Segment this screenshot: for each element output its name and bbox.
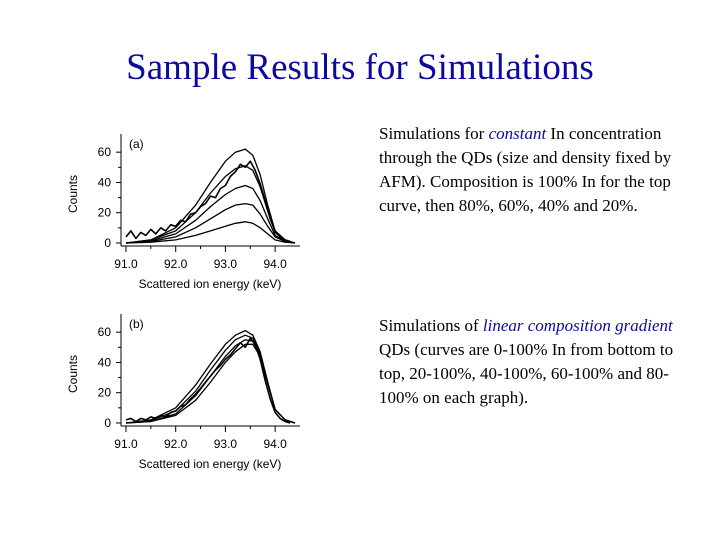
measured-data-line bbox=[125, 160, 291, 243]
description-constant-lead: Simulations for bbox=[379, 124, 489, 143]
description-gradient-lead: Simulations of bbox=[379, 316, 483, 335]
chart-svg: 0 20 40 60 91.0 92.0 93.0 94.0 Scattered ion ene… bbox=[66, 314, 300, 471]
x-tick-label: 91.0 bbox=[114, 437, 138, 451]
x-tick-label: 92.0 bbox=[164, 257, 188, 271]
description-constant-emphasis: constant bbox=[488, 124, 547, 143]
description-gradient-body: QDs (curves are 0-100% In from bottom to… bbox=[379, 340, 674, 407]
slide-title: Sample Results for Simulations bbox=[126, 47, 594, 88]
simulation-curve bbox=[125, 334, 296, 424]
description-gradient-emphasis: linear composition gradient bbox=[482, 316, 673, 335]
y-tick-label: 60 bbox=[98, 325, 112, 339]
y-axis-label: Counts bbox=[66, 355, 80, 393]
x-axis-label: Scattered ion energy (keV) bbox=[139, 457, 282, 471]
x-tick-label: 93.0 bbox=[214, 257, 238, 271]
chart-panel-b: 0 20 40 60 91.0 92.0 93.0 94.0 Scattered ion ene… bbox=[60, 306, 310, 478]
x-tick-label: 94.0 bbox=[263, 437, 287, 451]
y-tick-label: 20 bbox=[98, 206, 112, 220]
x-tick-label: 92.0 bbox=[164, 437, 188, 451]
y-tick-label: 40 bbox=[98, 355, 112, 369]
x-tick-label: 94.0 bbox=[263, 257, 287, 271]
x-axis-label: Scattered ion energy (keV) bbox=[139, 277, 282, 291]
description-constant-body: In concentration through the QDs (size a… bbox=[379, 124, 672, 215]
description-constant: Simulations for constant In concentratio… bbox=[379, 122, 679, 218]
panel-label: (b) bbox=[129, 317, 144, 331]
measured-data-line bbox=[125, 337, 291, 424]
x-tick-label: 93.0 bbox=[214, 437, 238, 451]
y-tick-label: 0 bbox=[104, 416, 111, 430]
simulation-curve bbox=[125, 202, 296, 244]
y-tick-label: 20 bbox=[98, 386, 112, 400]
description-gradient: Simulations of linear composition gradie… bbox=[379, 314, 679, 410]
x-tick-label: 91.0 bbox=[114, 257, 138, 271]
simulation-curve bbox=[125, 221, 296, 244]
simulation-curve bbox=[125, 343, 296, 424]
panel-label: (a) bbox=[129, 137, 144, 151]
chart-svg: 0 20 40 60 91.0 92.0 93.0 94.0 Scattered ion ene… bbox=[66, 134, 300, 291]
chart-panel-a: 0 20 40 60 91.0 92.0 93.0 94.0 Scattered ion ene… bbox=[60, 126, 310, 298]
simulation-curve bbox=[125, 329, 296, 424]
y-tick-label: 0 bbox=[104, 236, 111, 250]
y-tick-label: 60 bbox=[98, 145, 112, 159]
simulation-curve bbox=[125, 184, 296, 244]
y-axis-label: Counts bbox=[66, 175, 80, 213]
y-tick-label: 40 bbox=[98, 175, 112, 189]
